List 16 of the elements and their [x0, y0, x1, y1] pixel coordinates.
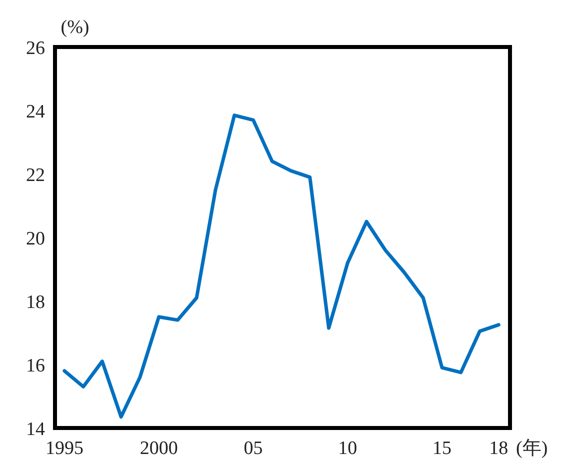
y-tick-label: 14 — [26, 419, 46, 440]
x-tick-label: 15 — [432, 438, 452, 459]
y-tick-label: 22 — [26, 165, 45, 186]
y-tick-label: 20 — [26, 228, 45, 250]
x-tick-label: 18 — [489, 438, 508, 459]
x-tick-label: 1995 — [45, 438, 84, 459]
x-tick-label: 10 — [338, 438, 358, 459]
x-tick-label: 2000 — [140, 438, 178, 459]
y-tick-label: 24 — [26, 102, 46, 122]
x-axis-title: (年) — [516, 438, 548, 459]
y-axis-title: (%) — [60, 17, 90, 38]
y-tick-label: 26 — [26, 38, 45, 59]
y-tick-label: 16 — [26, 356, 45, 376]
line-series — [62, 114, 500, 419]
y-tick-label: 18 — [26, 292, 45, 313]
x-tick-label: 05 — [244, 438, 263, 459]
